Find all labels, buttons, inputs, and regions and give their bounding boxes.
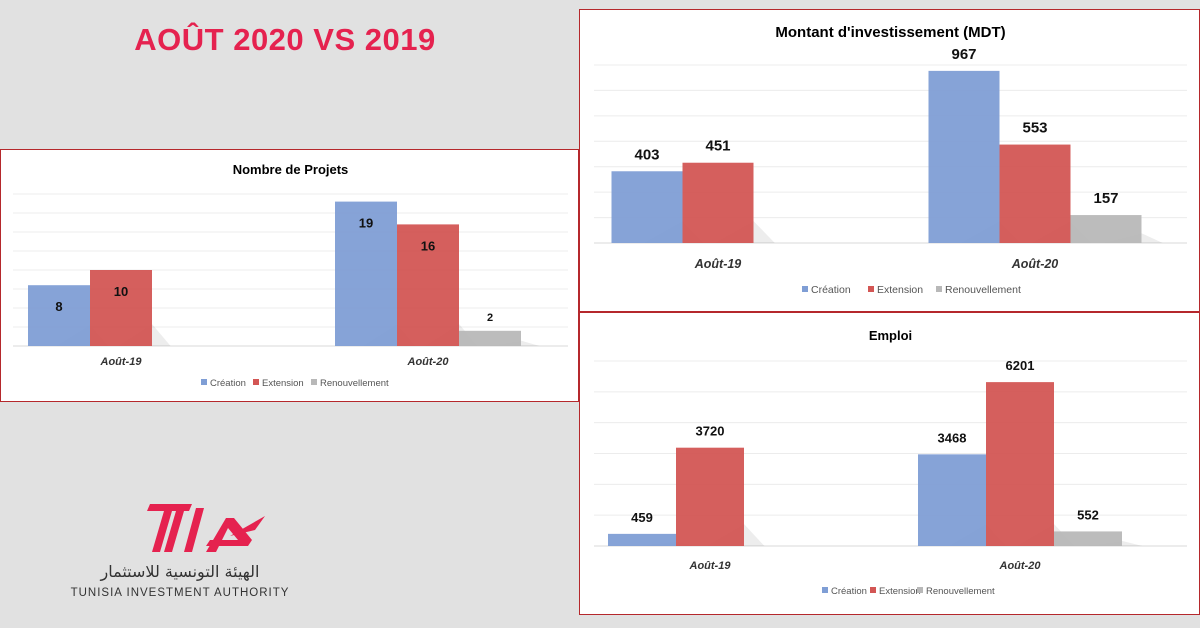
chart-svg: Nombre de Projets 8 10 Août-19 19 16 2 Août-20 C… [13,162,568,389]
legend-swatch-renouvellement [311,379,317,385]
bar-creation-0 [608,533,676,546]
x-tick-label: Août-19 [689,560,732,572]
legend-swatch-creation [822,587,828,593]
data-label: 3720 [696,424,725,439]
bar-creation-1 [928,70,1000,244]
chart-nombre-de-projets: Nombre de Projets 8 10 Août-19 19 16 2 Août-20 C… [0,149,579,402]
data-label: 6201 [1006,358,1035,373]
legend-label-extension: Extension [262,378,304,389]
legend-label-renouvellement: Renouvellement [945,284,1021,296]
data-label: 403 [634,146,659,163]
legend-label-extension: Extension [877,284,923,296]
legend-label-creation: Création [831,586,867,597]
legend-swatch-renouvellement [936,286,942,292]
data-label: 16 [421,238,435,253]
data-label: 552 [1077,507,1099,522]
chart-montant-investissement: Montant d'investissement (MDT) 403 451 Août… [579,9,1200,312]
bar-renouvellement-1 [1070,215,1142,243]
data-label: 553 [1022,120,1047,137]
legend-swatch-creation [802,286,808,292]
chart-title: Montant d'investissement (MDT) [775,24,1005,41]
legend-label-renouvellement: Renouvellement [926,586,995,597]
legend-label-renouvellement: Renouvellement [320,378,389,389]
legend-swatch-extension [253,379,259,385]
legend-label-creation: Création [811,284,851,296]
data-label: 967 [951,46,976,63]
bar-extension-0 [676,447,744,546]
data-label: 10 [114,284,128,299]
legend-swatch-renouvellement [917,587,923,593]
data-label: 157 [1093,190,1118,207]
bar-renouvellement-1 [1054,531,1122,546]
chart-title: Nombre de Projets [233,162,349,177]
bar-extension-1 [397,224,459,346]
chart-svg: Emploi 459 3720 Août-19 3468 6201 552 Août-20 Cr… [594,328,1187,597]
bar-extension-1 [999,144,1071,243]
data-label: 2 [487,312,493,324]
logo-arabic-text: الهيئة التونسية للاستثمار [100,562,260,581]
legend-label-creation: Création [210,378,246,389]
data-label: 451 [705,138,730,155]
data-label: 8 [55,299,62,314]
x-tick-label: Août-20 [999,560,1042,572]
bar-extension-0 [90,270,152,346]
logo-english-text: TUNISIA INVESTMENT AUTHORITY [70,587,290,599]
x-tick-label: Août-19 [694,257,742,271]
bar-extension-0 [682,162,754,243]
legend-swatch-extension [868,286,874,292]
x-tick-label: Août-20 [1011,257,1059,271]
tia-logo [147,504,265,552]
bar-creation-1 [335,201,397,346]
data-label: 459 [631,510,653,525]
chart-svg: Montant d'investissement (MDT) 403 451 Août… [594,24,1187,296]
chart-title: Emploi [869,328,912,343]
chart-emploi: Emploi 459 3720 Août-19 3468 6201 552 Août-20 Cr… [579,312,1200,615]
legend-swatch-creation [201,379,207,385]
page-title: AOÛT 2020 VS 2019 [134,22,436,57]
bar-extension-1 [986,382,1054,546]
x-tick-label: Août-19 [100,356,143,368]
bar-creation-1 [918,454,986,546]
x-tick-label: Août-20 [407,356,450,368]
bar-creation-0 [611,171,683,243]
legend-label-extension: Extension [879,586,921,597]
data-label: 19 [359,216,373,231]
data-label: 3468 [938,430,967,445]
tia-logo-mark [147,504,265,552]
bar-creation-0 [28,285,90,346]
bar-renouvellement-1 [459,330,521,346]
legend-swatch-extension [870,587,876,593]
